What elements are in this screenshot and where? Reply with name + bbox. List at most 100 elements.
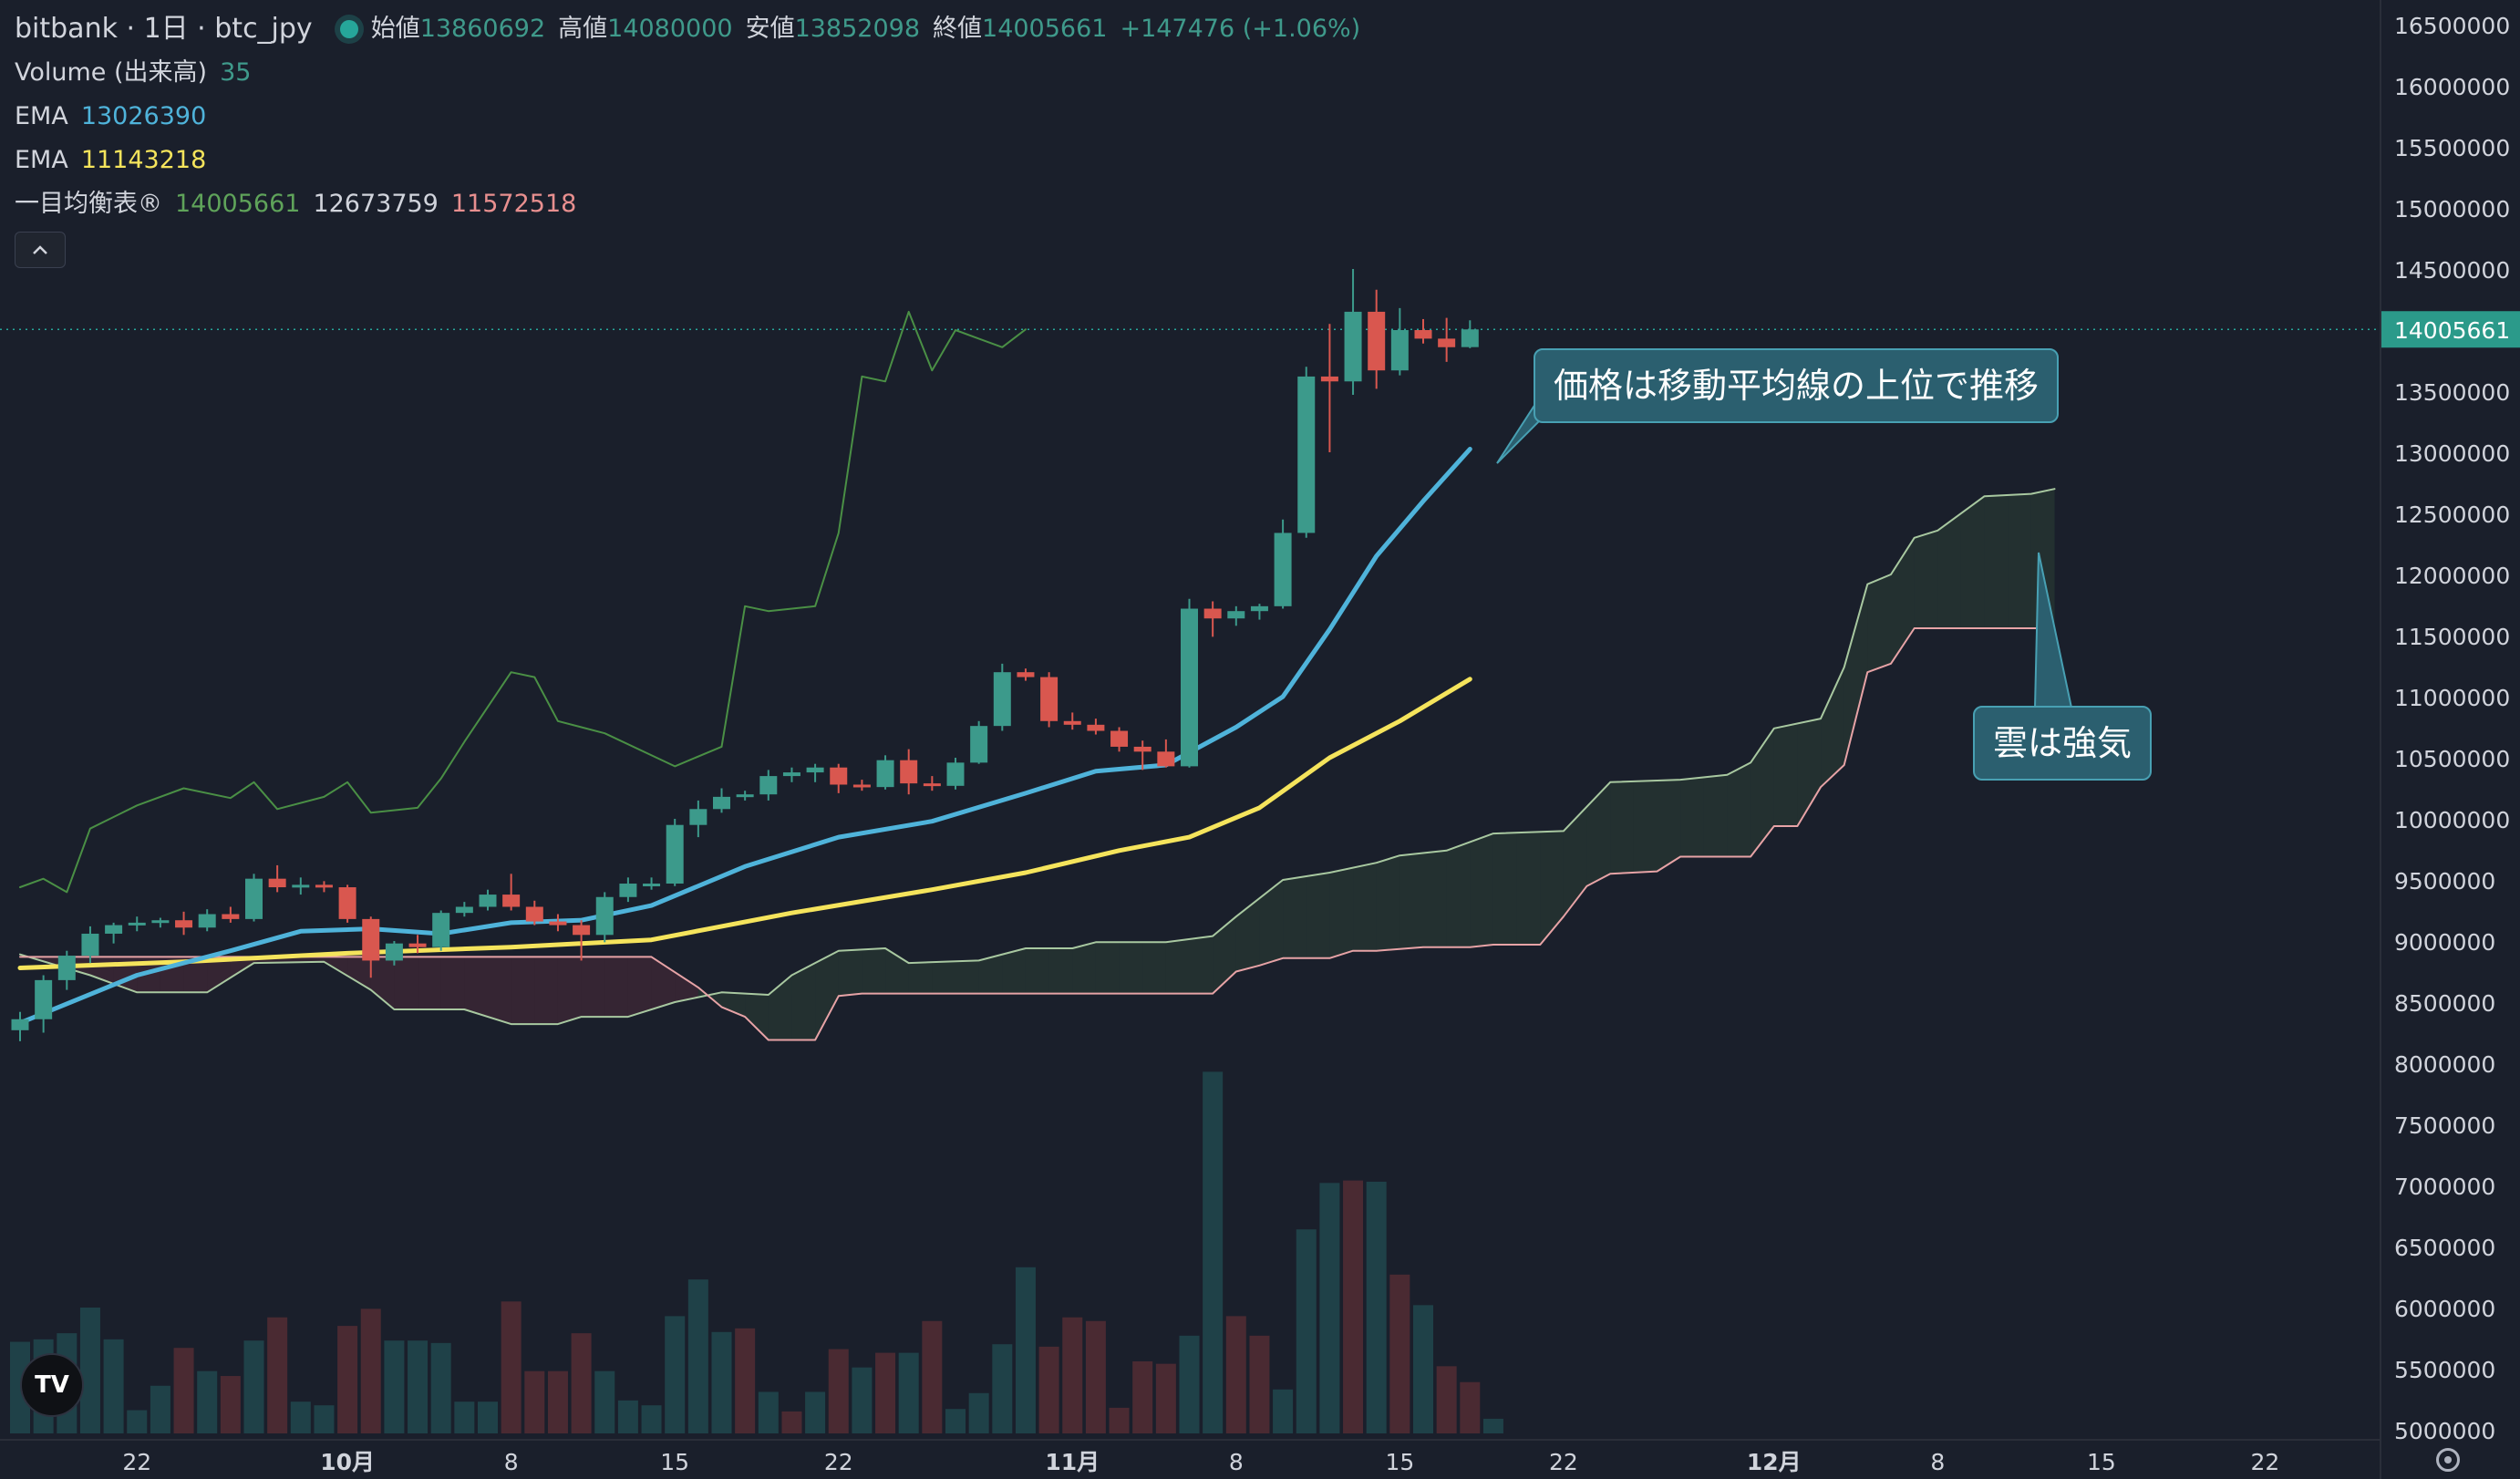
- candle-body: [1390, 330, 1409, 371]
- candle-body: [923, 783, 941, 787]
- time-tick-label: 8: [1930, 1449, 1945, 1475]
- cloud-segment: [464, 957, 488, 1018]
- candle-body: [245, 878, 263, 919]
- volume-bar: [945, 1409, 966, 1433]
- volume-bar: [992, 1344, 1013, 1433]
- volume-bar: [501, 1301, 522, 1433]
- cloud-segment: [978, 954, 1003, 994]
- candle-body: [1461, 329, 1479, 347]
- tradingview-logo-icon[interactable]: TV: [20, 1353, 84, 1417]
- cloud-segment: [1329, 867, 1354, 958]
- ohlc-high-value: 14080000: [607, 15, 733, 43]
- cloud-segment: [347, 957, 371, 990]
- time-tick-label: 22: [824, 1449, 853, 1475]
- volume-bar: [197, 1370, 218, 1433]
- candle-body: [292, 884, 310, 888]
- cloud-segment: [230, 957, 254, 978]
- cloud-segment: [183, 957, 208, 993]
- volume-bar: [290, 1401, 311, 1433]
- candle-body: [643, 884, 661, 887]
- candle-body: [1110, 730, 1129, 747]
- price-tick-label: 6000000: [2394, 1296, 2495, 1322]
- volume-bar: [1062, 1317, 1083, 1433]
- cloud-segment: [1680, 777, 1704, 857]
- candle-body: [806, 767, 824, 773]
- price-tick-label: 16500000: [2394, 13, 2510, 39]
- volume-bar: [641, 1405, 662, 1433]
- ema-fast-row[interactable]: EMA 13026390: [15, 95, 1373, 139]
- volume-bar: [1038, 1346, 1059, 1433]
- chikou-span-line: [19, 310, 1027, 894]
- ichimoku-value-2: 12673759: [313, 190, 439, 218]
- candle-body: [782, 772, 800, 777]
- candle-body: [57, 956, 76, 980]
- volume-bar: [898, 1352, 919, 1433]
- volume-bar: [384, 1340, 405, 1433]
- volume-bar: [1389, 1274, 1410, 1433]
- price-tick-label: 10000000: [2394, 807, 2510, 833]
- candle-body: [946, 762, 965, 786]
- cloud-segment: [1703, 774, 1728, 857]
- collapse-legend-button[interactable]: [15, 232, 66, 268]
- cloud-segment: [1797, 719, 1822, 827]
- price-tick-label: 11500000: [2394, 624, 2510, 650]
- cloud-segment: [1492, 833, 1517, 946]
- cloud-segment: [300, 957, 325, 963]
- candle-body: [128, 922, 146, 926]
- cloud-segment: [1657, 780, 1681, 872]
- candle-body: [573, 925, 591, 936]
- candle-body: [151, 920, 170, 924]
- ema-fast-value: 13026390: [80, 102, 207, 130]
- volume-bar: [968, 1392, 989, 1433]
- time-tick-label: 15: [660, 1449, 689, 1475]
- volume-label: Volume (出来高): [15, 58, 208, 87]
- symbol-title[interactable]: bitbank · 1日 · btc_jpy: [15, 13, 313, 45]
- price-tick-label: 9000000: [2394, 929, 2495, 956]
- time-tick-label: 22: [1549, 1449, 1578, 1475]
- ichimoku-row[interactable]: 一目均衡表® 14005661 12673759 11572518: [15, 182, 1373, 226]
- candle-body: [455, 906, 473, 914]
- volume-bar: [1132, 1360, 1153, 1433]
- cloud-segment: [1002, 948, 1026, 994]
- volume-bar: [1343, 1180, 1364, 1433]
- candle-body: [993, 672, 1011, 727]
- price-tick-label: 11000000: [2394, 685, 2510, 711]
- volume-bar: [1155, 1363, 1176, 1433]
- ohlc-low-value: 13852098: [794, 15, 921, 43]
- annotation-callout-price[interactable]: 価格は移動平均線の上位で推移: [1534, 348, 2060, 423]
- cloud-segment: [1914, 530, 1938, 628]
- candle-body: [1344, 311, 1362, 382]
- cloud-segment: [932, 961, 955, 994]
- candle-body: [1227, 611, 1245, 619]
- cloud-segment: [1025, 948, 1049, 994]
- volume-histogram: [10, 1071, 1503, 1433]
- candle-body: [338, 887, 356, 919]
- volume-bar: [1085, 1320, 1106, 1433]
- ohlc-high-label: 高値: [558, 15, 608, 43]
- settings-icon[interactable]: [2436, 1448, 2460, 1472]
- volume-indicator-row[interactable]: Volume (出来高) 35: [15, 51, 1373, 95]
- candle-body: [595, 896, 614, 936]
- cloud-segment: [1867, 574, 1891, 673]
- volume-bar: [127, 1410, 148, 1433]
- ichimoku-cloud: [19, 488, 2056, 1041]
- ema-fast-line: [17, 447, 1472, 1026]
- cloud-segment: [2008, 493, 2031, 628]
- volume-bar: [173, 1348, 194, 1433]
- ichimoku-label: 一目均衡表®: [15, 190, 162, 218]
- annotation-callout-cloud[interactable]: 雲は強気: [1973, 706, 2153, 781]
- candle-body: [1017, 672, 1035, 677]
- volume-bar: [758, 1391, 779, 1433]
- cloud-segment: [1119, 942, 1143, 994]
- volume-bar: [79, 1308, 100, 1433]
- candle-body: [315, 884, 333, 888]
- volume-bar: [594, 1370, 615, 1433]
- ohlc-low-label: 安値: [745, 15, 795, 43]
- annotation-text-price: 価格は移動平均線の上位で推移: [1554, 366, 2040, 406]
- cloud-segment: [1306, 872, 1330, 958]
- chevron-up-icon: [33, 245, 47, 254]
- ema-slow-row[interactable]: EMA 11143218: [15, 139, 1373, 182]
- volume-bar: [852, 1367, 873, 1433]
- candle-body: [1181, 608, 1198, 767]
